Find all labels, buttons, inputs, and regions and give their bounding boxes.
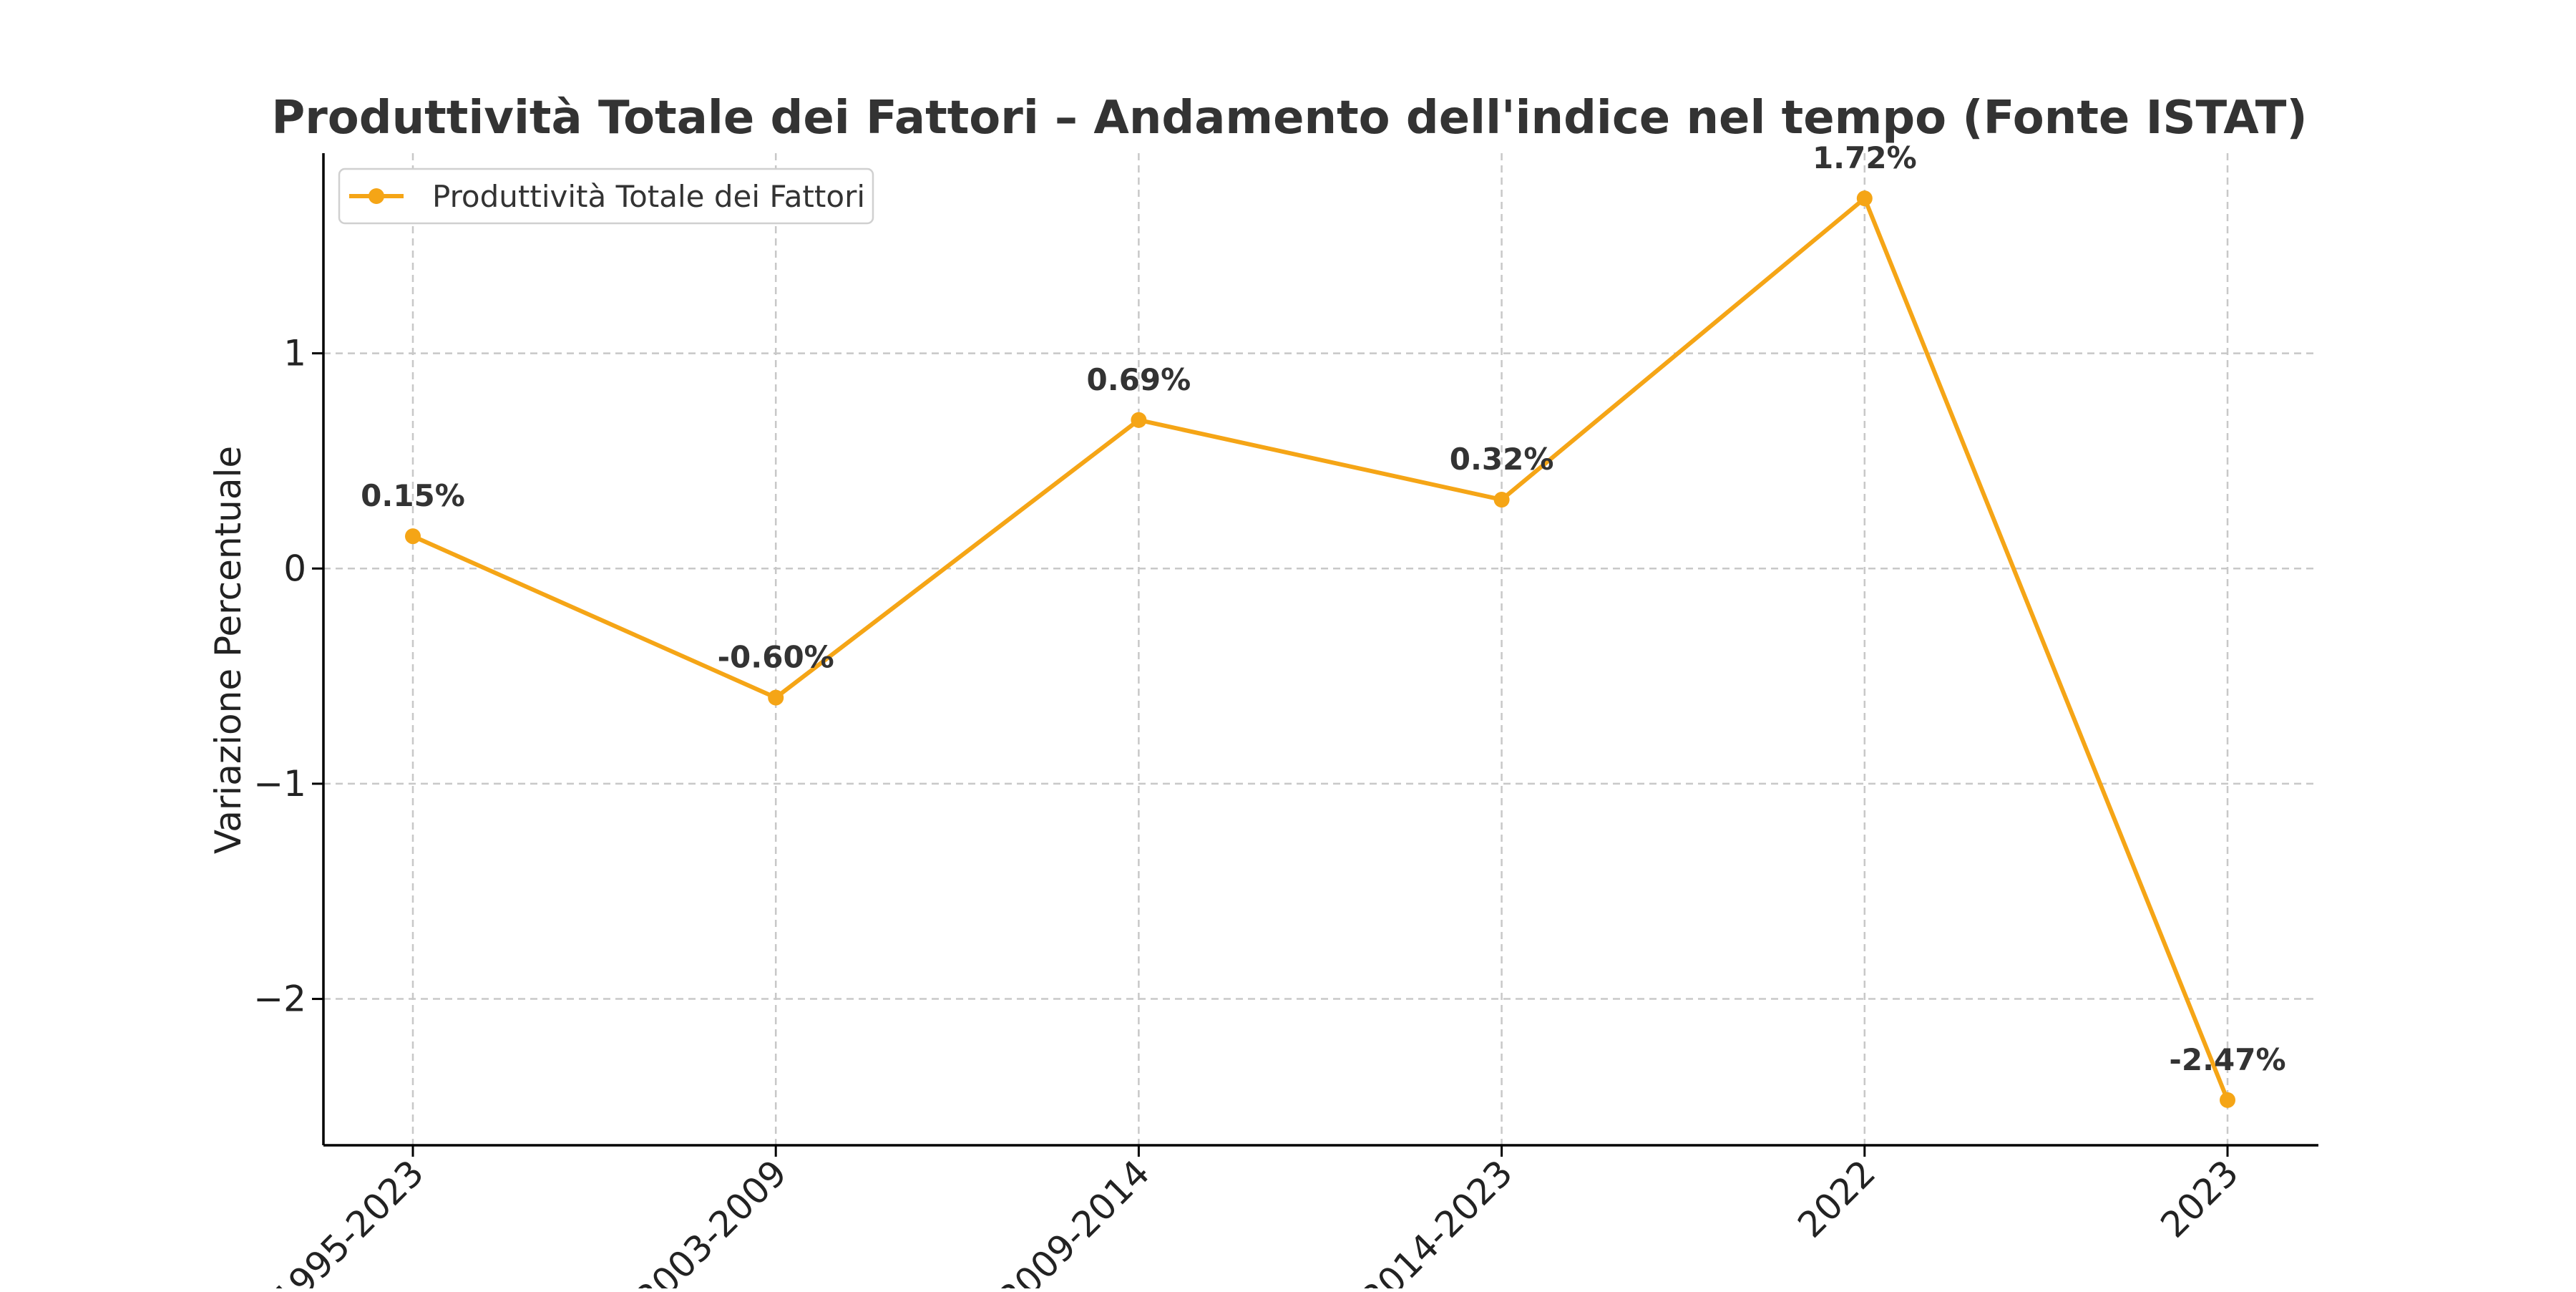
data-label: 0.69% bbox=[1087, 362, 1191, 397]
x-tick-label: 2014-2023 bbox=[1353, 1152, 1521, 1288]
data-label: 1.72% bbox=[1813, 140, 1917, 175]
axes bbox=[322, 153, 2318, 1147]
data-point bbox=[405, 528, 421, 545]
data-point bbox=[1493, 492, 1510, 508]
data-label: -2.47% bbox=[2169, 1042, 2285, 1077]
data-point bbox=[1131, 412, 1147, 428]
gridlines bbox=[323, 153, 2318, 1145]
legend-label: Produttività Totale dei Fattori bbox=[432, 179, 865, 214]
data-point bbox=[2220, 1092, 2235, 1108]
data-label: 0.32% bbox=[1450, 442, 1554, 477]
data-label: 0.15% bbox=[361, 478, 465, 513]
y-tick-label: 1 bbox=[283, 333, 306, 374]
chart-title: Produttività Totale dei Fattori – Andame… bbox=[271, 92, 2307, 145]
data-point bbox=[768, 689, 784, 706]
data-point bbox=[1856, 190, 1873, 207]
legend: Produttività Totale dei Fattori bbox=[338, 167, 874, 225]
series-line bbox=[405, 190, 2235, 1108]
y-tick-label: 0 bbox=[283, 548, 306, 589]
series-polyline bbox=[411, 196, 2230, 1101]
x-tick-label: 1995-2023 bbox=[265, 1152, 432, 1288]
x-tick-label: 2003-2009 bbox=[628, 1152, 795, 1288]
y-axis-label: Variazione Percentuale bbox=[208, 446, 249, 854]
y-tick-label: −1 bbox=[253, 763, 306, 805]
x-tick-label: 2022 bbox=[1790, 1152, 1883, 1245]
x-tick-label: 2023 bbox=[2152, 1152, 2246, 1245]
legend-box bbox=[338, 167, 874, 225]
legend-marker-swatch bbox=[369, 188, 384, 204]
data-labels: 0.15% -0.60% 0.69% 0.32% 1.72% -2.47% bbox=[361, 140, 2285, 1077]
x-tick-label: 2009-2014 bbox=[990, 1152, 1158, 1288]
y-tick-label: −2 bbox=[253, 978, 306, 1020]
data-label: -0.60% bbox=[718, 640, 834, 675]
